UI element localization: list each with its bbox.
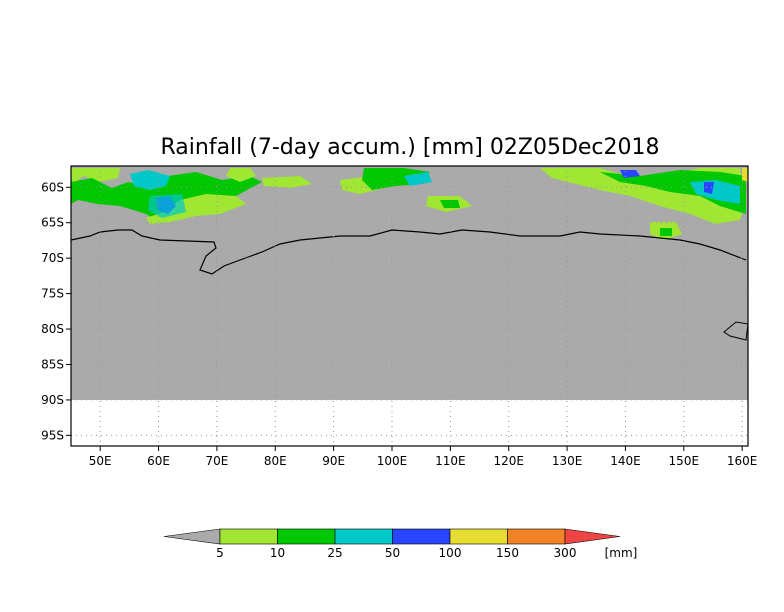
lon-tick-label: 50E [89, 454, 112, 468]
rain-area-extreme [742, 168, 748, 182]
rain-area-heavy [404, 172, 432, 186]
coastline-island [723, 321, 749, 341]
rain-area-light [71, 168, 120, 184]
colorbar-label: 100 [439, 546, 462, 560]
lon-tick-label: 90E [322, 454, 345, 468]
colorbar-bin [507, 528, 566, 545]
colorbar-bin [277, 528, 336, 545]
precipitation-areas [71, 168, 748, 240]
colorbar-bin [334, 528, 393, 545]
colorbar-label: 300 [554, 546, 577, 560]
rain-area-moderate [440, 200, 460, 208]
lat-tick-label: 60S [41, 180, 64, 194]
colorbar-bin [392, 528, 451, 545]
lat-tick-label: 70S [41, 251, 64, 265]
lon-tick-label: 110E [435, 454, 466, 468]
colorbar-label: 50 [385, 546, 400, 560]
colorbar-label: 25 [327, 546, 342, 560]
lon-tick-label: 70E [205, 454, 228, 468]
lon-tick-label: 80E [264, 454, 287, 468]
rain-area-light [262, 176, 312, 188]
rain-area-moderate [660, 228, 672, 236]
colorbar-below-arrow [163, 528, 221, 545]
lat-tick-label: 75S [41, 287, 64, 301]
lat-tick-label: 80S [41, 322, 64, 336]
rain-area-very-heavy [704, 182, 714, 194]
colorbar-above-arrow [564, 528, 621, 545]
lon-tick-label: 150E [669, 454, 700, 468]
rain-area-heavy [148, 194, 186, 218]
lon-tick-label: 130E [552, 454, 583, 468]
lon-tick-label: 100E [377, 454, 408, 468]
rain-area-heavy [130, 170, 170, 190]
colorbar-bin [449, 528, 508, 545]
rain-area-heavy [690, 180, 740, 204]
latitude-axis: 60S 65S 70S 75S 80S 85S 90S 95S [41, 180, 71, 442]
lon-tick-label: 60E [147, 454, 170, 468]
colorbar-legend: 5 10 25 50 100 150 300 [mm] [163, 528, 638, 560]
longitude-axis: 50E 60E 70E 80E 90E 100E 110E 120E 130E 140E 150E 1… [89, 446, 758, 468]
colorbar-unit: [mm] [605, 546, 638, 560]
rain-area-light [146, 194, 246, 224]
lon-tick-label: 160E [727, 454, 758, 468]
map-border [70, 165, 749, 447]
colorbar-label: 150 [496, 546, 519, 560]
map-panel: 60S 65S 70S 75S 80S 85S 90S 95S 50E 60E 70E 80E 90E… [41, 165, 758, 468]
lat-tick-label: 95S [41, 428, 64, 442]
lon-tick-label: 120E [493, 454, 524, 468]
colorbar-label: 10 [270, 546, 285, 560]
lat-tick-label: 85S [41, 357, 64, 371]
lat-tick-label: 65S [41, 216, 64, 230]
antarctic-coastline [70, 229, 747, 275]
colorbar-label: 5 [216, 546, 224, 560]
colorbar-bin [219, 528, 278, 545]
lon-tick-label: 140E [610, 454, 641, 468]
map-gridlines [71, 166, 748, 446]
lat-tick-label: 90S [41, 393, 64, 407]
map-title: Rainfall (7-day accum.) [mm] 02Z05Dec201… [160, 135, 659, 160]
rain-area-light [226, 168, 256, 182]
